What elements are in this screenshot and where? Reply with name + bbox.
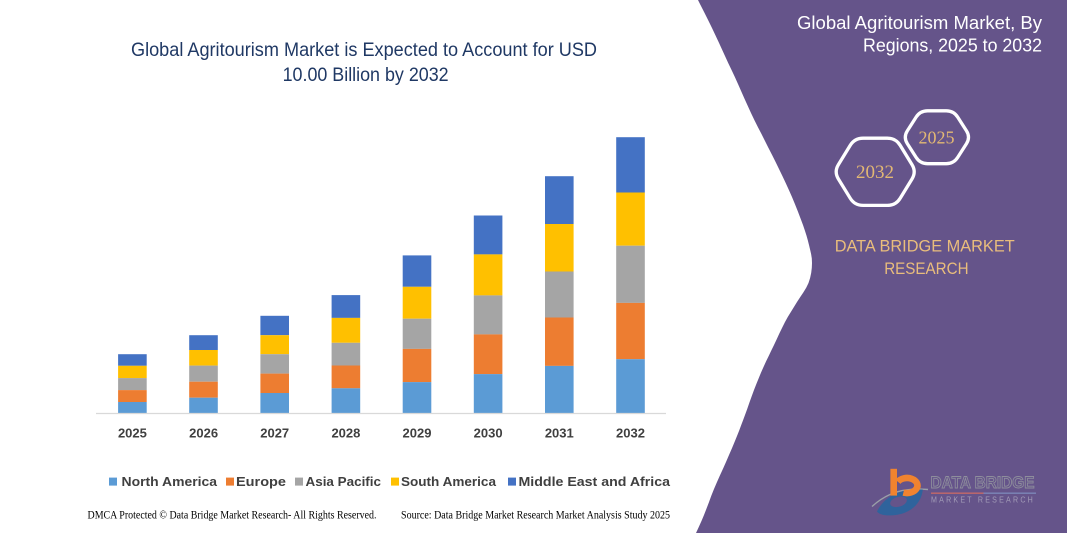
svg-text:2030: 2030 — [474, 426, 503, 441]
svg-text:DATA BRIDGE: DATA BRIDGE — [931, 474, 1035, 492]
svg-text:DATA BRIDGE MARKET: DATA BRIDGE MARKET — [835, 236, 1015, 255]
svg-text:Regions, 2025 to 2032: Regions, 2025 to 2032 — [863, 36, 1042, 56]
svg-text:Middle East and Africa: Middle East and Africa — [519, 475, 672, 489]
svg-text:2025: 2025 — [919, 128, 955, 148]
svg-text:2025: 2025 — [118, 426, 147, 441]
svg-text:Europe: Europe — [236, 475, 286, 489]
svg-text:2029: 2029 — [403, 426, 432, 441]
svg-text:2032: 2032 — [616, 426, 645, 441]
svg-text:MARKET RESEARCH: MARKET RESEARCH — [931, 496, 1035, 505]
svg-text:RESEARCH: RESEARCH — [884, 259, 968, 278]
svg-text:South America: South America — [401, 475, 497, 489]
svg-text:2026: 2026 — [189, 426, 218, 441]
svg-text:Source: Data Bridge Market Res: Source: Data Bridge Market Research Mark… — [401, 508, 670, 522]
svg-text:Global Agritourism Market is E: Global Agritourism Market is Expected to… — [131, 39, 597, 61]
svg-text:Asia Pacific: Asia Pacific — [306, 475, 382, 489]
svg-text:2031: 2031 — [545, 426, 574, 441]
svg-text:North America: North America — [122, 475, 219, 489]
svg-text:2027: 2027 — [260, 426, 289, 441]
svg-text:2032: 2032 — [856, 162, 894, 183]
svg-text:DMCA Protected © Data Bridge M: DMCA Protected © Data Bridge Market Rese… — [88, 508, 377, 522]
svg-text:2028: 2028 — [331, 426, 360, 441]
svg-text:10.00 Billion by 2032: 10.00 Billion by 2032 — [283, 64, 449, 86]
svg-text:Global Agritourism Market, By: Global Agritourism Market, By — [797, 13, 1042, 33]
